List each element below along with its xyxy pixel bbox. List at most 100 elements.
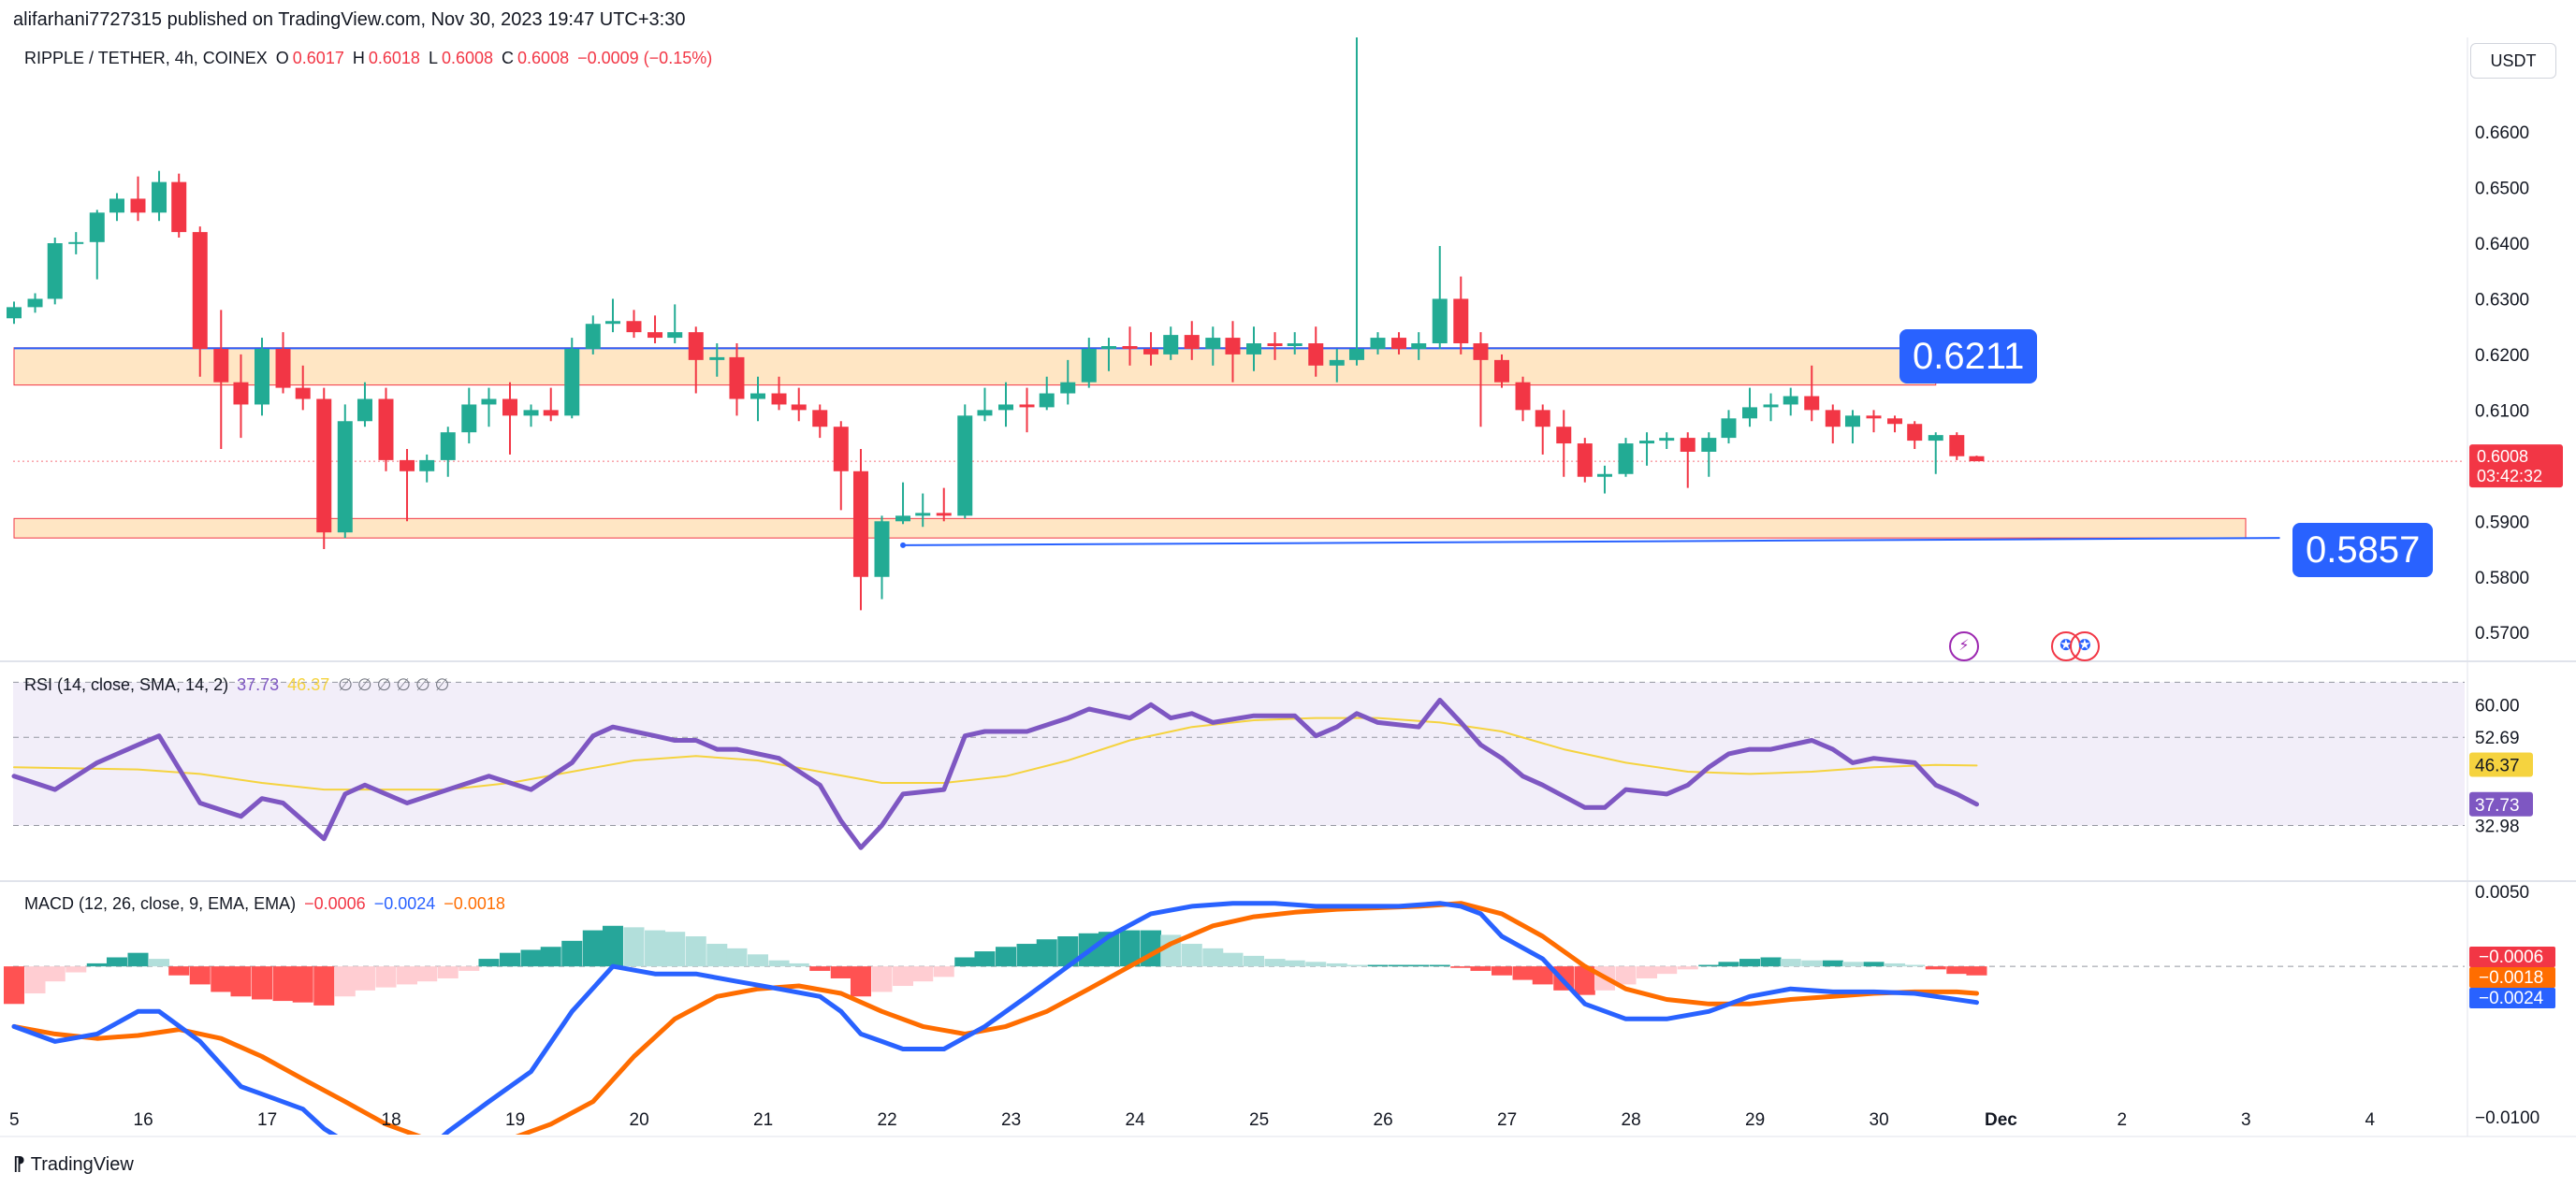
macd-histogram-bar bbox=[149, 959, 170, 967]
macd-histogram-bar bbox=[1885, 963, 1906, 967]
macd-histogram-bar bbox=[437, 966, 458, 978]
macd-legend-label[interactable]: MACD (12, 26, close, 9, EMA, EMA) bbox=[24, 894, 297, 913]
macd-histogram-bar bbox=[623, 927, 645, 967]
macd-histogram-bar bbox=[540, 947, 561, 967]
symbol-label[interactable]: RIPPLE / TETHER, 4h, COINEX bbox=[24, 49, 268, 67]
open-value: 0.6017 bbox=[292, 49, 344, 67]
macd-lines bbox=[11, 901, 1979, 1135]
macd-histogram-bar bbox=[893, 966, 914, 987]
candle bbox=[1267, 343, 1283, 346]
candle bbox=[68, 241, 84, 244]
candle bbox=[1494, 359, 1509, 383]
macd-histogram-bar bbox=[1264, 959, 1286, 967]
open-label: O bbox=[275, 49, 289, 67]
tradingview-logo[interactable]: ⁋ TradingView bbox=[13, 1152, 134, 1176]
time-axis-tick: 27 bbox=[1497, 1110, 1517, 1130]
candle bbox=[295, 387, 311, 399]
candle bbox=[833, 427, 849, 471]
macd-legend: MACD (12, 26, close, 9, EMA, EMA) −0.000… bbox=[24, 894, 509, 914]
candle bbox=[648, 332, 663, 339]
rsi-legend-label[interactable]: RSI (14, close, SMA, 14, 2) bbox=[24, 675, 229, 694]
price-axis-tick: 0.6300 bbox=[2475, 290, 2529, 310]
macd-histogram-bar bbox=[211, 966, 232, 992]
candle bbox=[1391, 338, 1407, 349]
macd-histogram-bar bbox=[1780, 959, 1801, 967]
brand-label: TradingView bbox=[30, 1154, 134, 1175]
time-axis-tick: 5 bbox=[9, 1110, 20, 1130]
macd-histogram-bar bbox=[1512, 966, 1534, 980]
price-axis-tick: 0.6400 bbox=[2475, 235, 2529, 254]
candle bbox=[1163, 335, 1179, 355]
candle bbox=[419, 459, 435, 471]
candle bbox=[998, 404, 1013, 411]
time-axis-tick: 24 bbox=[1126, 1110, 1146, 1130]
macd-axis-tick: 0.0050 bbox=[2475, 883, 2529, 903]
tradingview-mark-icon: ⁋ bbox=[13, 1154, 25, 1175]
candle bbox=[192, 232, 208, 349]
candle bbox=[585, 324, 601, 349]
candle bbox=[604, 321, 620, 325]
candle bbox=[337, 421, 353, 533]
macd-histogram-bar bbox=[768, 960, 790, 967]
candle bbox=[255, 348, 269, 405]
macd-histogram-bar bbox=[1656, 966, 1678, 975]
flash-event-icon[interactable]: ⚡ bbox=[1949, 631, 1979, 661]
macd-histogram-bar bbox=[1181, 944, 1202, 967]
us-flag-event-icon[interactable]: ✪ bbox=[2070, 631, 2100, 661]
candle bbox=[1887, 418, 1903, 425]
macd-histogram-bar bbox=[1677, 966, 1698, 970]
macd-histogram-bar bbox=[809, 966, 831, 971]
candle bbox=[1515, 382, 1531, 411]
supply-demand-zone bbox=[13, 517, 2247, 539]
candle bbox=[1473, 343, 1489, 360]
last-price-badge bbox=[2469, 444, 2563, 488]
candle bbox=[564, 348, 580, 416]
last-price-label: 0.6008 bbox=[2477, 447, 2528, 466]
candle bbox=[1535, 410, 1550, 427]
macd-histogram-bar bbox=[1346, 964, 1367, 967]
macd-histogram-bar bbox=[44, 966, 65, 982]
callout-lower-price: 0.5857 bbox=[2292, 523, 2434, 577]
candle bbox=[1432, 298, 1448, 344]
macd-histogram-bar bbox=[272, 966, 294, 1002]
candle bbox=[1949, 435, 1965, 456]
candle bbox=[440, 432, 456, 460]
macd-histogram-bar bbox=[4, 966, 24, 1005]
macd-histogram-bar bbox=[645, 930, 666, 967]
macd-histogram-bar bbox=[1202, 948, 1224, 967]
rsi-badge bbox=[2469, 791, 2533, 817]
time-axis-tick: 30 bbox=[1870, 1110, 1889, 1130]
candle bbox=[1329, 359, 1345, 366]
candle bbox=[1844, 415, 1860, 427]
macd-histogram-bar bbox=[1841, 962, 1863, 967]
macd-histogram-bar bbox=[1389, 964, 1410, 967]
macd-histogram-bar bbox=[726, 948, 748, 967]
macd-histogram-bar bbox=[1925, 966, 1946, 970]
grid-lines bbox=[0, 37, 2576, 1137]
macd-histogram-bar bbox=[1698, 964, 1720, 967]
macd-histogram-bar bbox=[1615, 966, 1637, 985]
macd-histogram-bar bbox=[1326, 963, 1347, 967]
macd-histogram-bar bbox=[830, 966, 851, 978]
candle bbox=[1701, 438, 1717, 452]
time-axis-tick: 19 bbox=[505, 1110, 525, 1130]
macd-histogram-bar bbox=[1222, 952, 1244, 967]
currency-button[interactable]: USDT bbox=[2470, 43, 2556, 79]
macd-histogram-bar bbox=[1532, 966, 1553, 985]
candle bbox=[1721, 418, 1737, 439]
macd-histogram-bar bbox=[1408, 964, 1430, 967]
macd-histogram-bar bbox=[354, 966, 375, 991]
macd-histogram-bar bbox=[954, 957, 976, 967]
time-axis-tick: 20 bbox=[630, 1110, 649, 1130]
candle bbox=[874, 521, 890, 577]
high-label: H bbox=[352, 49, 365, 67]
macd-histogram-bar bbox=[788, 963, 809, 967]
candle bbox=[1659, 438, 1675, 442]
candle bbox=[1100, 346, 1116, 349]
candle bbox=[357, 398, 372, 422]
time-axis-tick: 21 bbox=[753, 1110, 773, 1130]
candle bbox=[915, 513, 931, 516]
candle bbox=[1639, 441, 1655, 444]
candle bbox=[1019, 404, 1035, 408]
